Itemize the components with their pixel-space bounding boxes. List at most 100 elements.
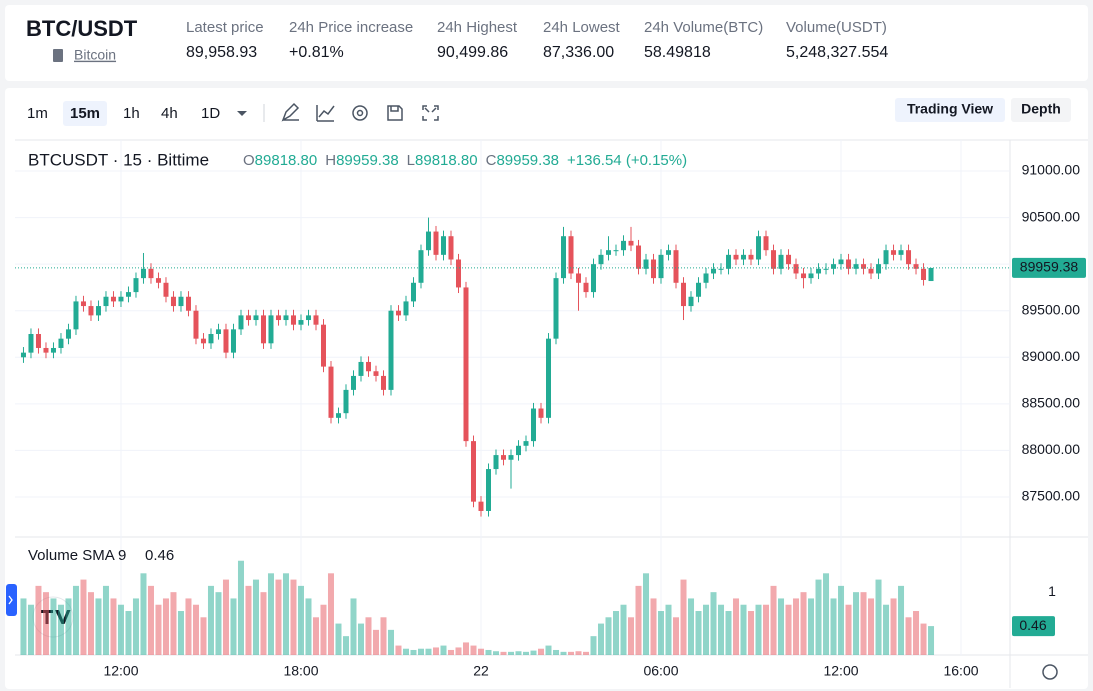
candle-body xyxy=(485,469,491,511)
stat-label: Latest price xyxy=(186,19,264,36)
settings-icon-core xyxy=(356,109,364,117)
candle-body xyxy=(516,445,522,456)
axis-settings[interactable] xyxy=(1042,664,1058,680)
candle-body xyxy=(561,236,567,279)
volume-bar xyxy=(440,645,447,655)
indicator-icon[interactable] xyxy=(316,105,335,122)
interval-button[interactable]: 1D xyxy=(201,105,220,122)
candle-body xyxy=(358,361,364,376)
candle-body xyxy=(801,273,807,279)
volume-bar xyxy=(920,623,927,655)
volume-bar xyxy=(155,604,162,655)
candle-body xyxy=(500,455,506,460)
candle-body xyxy=(741,254,747,260)
candle-body xyxy=(170,296,176,307)
candle-body xyxy=(538,408,544,418)
ohlc-legend: O89818.80 H89959.38 L89818.80 C89959.38 +136… xyxy=(243,152,687,169)
candle-body xyxy=(793,264,799,274)
candle-body xyxy=(928,267,934,282)
volume-bar xyxy=(748,611,755,655)
interval-button[interactable]: 4h xyxy=(161,105,178,122)
volume-bar xyxy=(928,626,935,655)
stat-value: 5,248,327.554 xyxy=(786,44,888,61)
candle-body xyxy=(73,301,79,330)
candle-body xyxy=(748,254,754,260)
candle-body xyxy=(425,231,431,251)
candle-body xyxy=(155,278,161,283)
candle-body xyxy=(891,250,897,255)
volume-bar xyxy=(387,629,394,655)
candle-body xyxy=(110,296,116,302)
asset-link[interactable]: Bitcoin xyxy=(74,47,116,63)
volume-bar xyxy=(845,604,852,655)
stat-label: 24h Price increase xyxy=(289,19,413,36)
candle-body xyxy=(470,441,476,502)
volume-bar xyxy=(170,592,177,655)
candle-body xyxy=(200,338,206,344)
volume-bar xyxy=(560,651,567,655)
candle-body xyxy=(861,264,867,269)
volume-bar xyxy=(267,573,274,655)
candle-body xyxy=(253,315,259,321)
view-tab[interactable]: Trading View xyxy=(907,101,993,117)
volume-bar xyxy=(740,604,747,655)
x-tick-label: 06:00 xyxy=(643,663,678,679)
x-tick-label: 12:00 xyxy=(103,663,138,679)
candle-body xyxy=(275,315,281,321)
candle-body xyxy=(568,236,574,274)
volume-bar xyxy=(305,598,312,655)
candle-body xyxy=(478,501,484,511)
save-icon[interactable] xyxy=(387,105,403,121)
volume-bar xyxy=(620,604,627,655)
last-volume-tag xyxy=(1012,616,1055,637)
settings-icon[interactable] xyxy=(352,105,368,121)
volume-bar xyxy=(553,649,560,655)
volume-bar xyxy=(470,645,477,655)
candle-body xyxy=(823,268,829,270)
candle-body xyxy=(628,240,634,246)
volume-bar xyxy=(20,598,27,655)
candle-body xyxy=(305,315,311,321)
volume-bar xyxy=(905,617,912,655)
interval-button[interactable]: 15m xyxy=(70,105,100,122)
volume-bar xyxy=(733,598,740,655)
candle-body xyxy=(268,315,274,344)
candle-body xyxy=(583,282,589,293)
candle-body xyxy=(786,254,792,265)
y-tick-label: 91000.00 xyxy=(1022,162,1081,178)
candle-body xyxy=(455,259,461,288)
side-tab-arrow xyxy=(8,595,13,605)
candle-body xyxy=(883,250,889,265)
volume-bar xyxy=(320,604,327,655)
candle-body xyxy=(140,268,146,279)
candle-body xyxy=(335,413,341,418)
view-tab-bg xyxy=(895,98,1005,122)
volume-bar xyxy=(297,585,304,655)
y-tick-label: 90500.00 xyxy=(1022,208,1081,224)
draw-icon[interactable] xyxy=(281,102,300,122)
fullscreen-icon[interactable] xyxy=(422,105,439,121)
y-tick-label: 89000.00 xyxy=(1022,348,1081,364)
candle-body xyxy=(58,338,64,348)
interval-button[interactable]: 1h xyxy=(123,105,140,122)
ohlc-key: L xyxy=(407,152,415,169)
volume-bar xyxy=(215,592,222,655)
volume-bar xyxy=(875,579,882,655)
volume-bar xyxy=(680,579,687,655)
volume-bar xyxy=(755,604,762,655)
x-tick-label: 16:00 xyxy=(943,663,978,679)
volume-bar xyxy=(725,611,732,655)
candle-body xyxy=(643,259,649,269)
interval-active-bg xyxy=(63,101,107,126)
dropdown-caret[interactable] xyxy=(237,111,247,116)
view-tab[interactable]: Depth xyxy=(1021,101,1061,117)
ohlc-value: 89959.38 xyxy=(496,152,559,169)
interval-button[interactable]: 1m xyxy=(27,105,48,122)
volume-bar xyxy=(718,604,725,655)
candle-body xyxy=(433,231,439,255)
candle-body xyxy=(80,301,86,307)
ohlc-value: 89959.38 xyxy=(336,152,399,169)
candle-body xyxy=(673,250,679,283)
